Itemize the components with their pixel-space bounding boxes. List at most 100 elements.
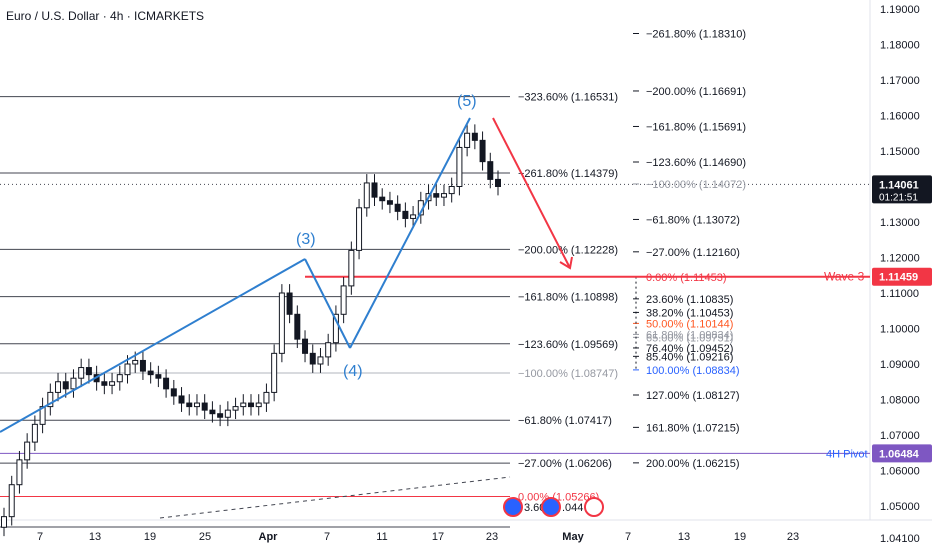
- candle-body: [278, 292, 285, 354]
- fib-level-label: −27.00% (1.12160): [646, 247, 740, 259]
- fib-level-label: 0.00% (1.11453): [646, 272, 727, 284]
- price-scale-bg[interactable]: [870, 0, 932, 520]
- current-price-value: 1.14061: [879, 179, 919, 191]
- price-tick-label: 1.07000: [880, 430, 920, 442]
- retracement-level-label: 127.00% (1.08127): [646, 390, 740, 402]
- price-tick-label: 1.19000: [880, 4, 920, 16]
- candle-body: [39, 406, 46, 425]
- dashed-trendline: [159, 476, 511, 519]
- candle-body: [340, 285, 347, 315]
- price-tick-label: 1.08000: [880, 395, 920, 407]
- retracement-level-label: 23.60% (1.10835): [646, 294, 733, 306]
- candle-body: [440, 193, 447, 198]
- candle-body: [356, 207, 363, 251]
- time-tick-label: May: [562, 531, 584, 543]
- wave-label-5: (5): [457, 93, 477, 110]
- time-tick-label: 23: [486, 531, 498, 543]
- candle-body: [116, 374, 123, 383]
- fib-level-label: −123.60% (1.09569): [518, 339, 618, 351]
- candle-body: [394, 203, 401, 212]
- retracement-level-label: 65.00% (1.09751): [646, 332, 733, 344]
- price-tick-label: 1.05000: [880, 501, 920, 513]
- candle-body: [294, 313, 301, 340]
- candle-body: [495, 178, 501, 187]
- candle-body: [55, 381, 62, 393]
- event-icon[interactable]: [503, 497, 523, 517]
- candle-body: [31, 423, 38, 443]
- fib-level-label: −161.80% (1.15691): [646, 121, 746, 133]
- candle-body: [85, 367, 92, 376]
- candle-body: [132, 359, 139, 365]
- candle-body: [178, 395, 185, 404]
- time-tick-label: 23: [787, 531, 799, 543]
- wave3-price-value: 1.11459: [879, 272, 918, 284]
- candle-body: [124, 363, 131, 376]
- candle-body: [487, 161, 494, 180]
- fib-level-label: −100.00% (1.08747): [518, 368, 618, 380]
- candle-body: [224, 409, 231, 418]
- candle-body: [379, 196, 386, 202]
- event-text: .044: [562, 502, 583, 514]
- fib-level-label: −100.00% (1.14072): [646, 179, 746, 191]
- candle-body: [201, 402, 208, 411]
- candle-body: [433, 193, 440, 198]
- candle-body: [193, 402, 200, 408]
- us-flag-icon[interactable]: [584, 497, 604, 517]
- candle-countdown: 01:21:51: [879, 192, 918, 203]
- candle-body: [101, 381, 108, 386]
- candlestick-series: [1, 124, 501, 537]
- candle-body: [217, 413, 224, 418]
- price-tick-label: 1.10000: [880, 324, 920, 336]
- wave-label-3: (3): [296, 231, 316, 248]
- chart-title: Euro / U.S. Dollar · 4h · ICMARKETS: [6, 9, 205, 23]
- retracement-level-label: 85.40% (1.09216): [646, 351, 733, 363]
- time-tick-label: 7: [324, 531, 330, 543]
- price-tick-label: 1.13000: [880, 217, 920, 229]
- time-tick-label: 13: [678, 531, 690, 543]
- time-tick-label: 13: [89, 531, 101, 543]
- candle-body: [479, 139, 486, 163]
- candle-body: [325, 342, 332, 358]
- time-tick-label: 7: [625, 531, 631, 543]
- candle-body: [263, 391, 270, 404]
- candle-body: [163, 377, 170, 390]
- candle-body: [471, 132, 478, 141]
- candle-body: [386, 200, 393, 205]
- candle-body: [332, 313, 339, 344]
- retracement-level-label: 200.00% (1.06215): [646, 458, 740, 470]
- candle-body: [410, 214, 417, 219]
- retracement-level-label: 50.00% (1.10144): [646, 318, 733, 330]
- candle-body: [371, 182, 378, 198]
- fib-level-label: −61.80% (1.07417): [518, 415, 612, 427]
- candle-body: [109, 381, 116, 386]
- retracement-level-label: 161.80% (1.07215): [646, 422, 740, 434]
- retracement-level-label: 61.80% (1.09834): [646, 329, 733, 341]
- candle-body: [155, 374, 162, 379]
- candle-body: [16, 459, 23, 486]
- wave-line: [0, 258, 306, 433]
- candle-body: [8, 484, 15, 518]
- event-icon[interactable]: [541, 497, 561, 517]
- time-tick-label: 11: [376, 531, 387, 543]
- fib-level-label: −123.60% (1.14690): [646, 157, 746, 169]
- candle-body: [170, 388, 177, 397]
- price-tick-label: 1.18000: [880, 40, 920, 52]
- candle-body: [317, 356, 324, 365]
- candle-body: [209, 409, 216, 415]
- pivot-price-value: 1.06484: [879, 448, 920, 460]
- retracement-level-label: 38.20% (1.10453): [646, 307, 733, 319]
- wave-label-4: (4): [343, 363, 363, 380]
- candle-body: [348, 249, 355, 287]
- wave3-label: Wave 3: [824, 270, 865, 284]
- pivot-label: 4H Pivot: [826, 448, 868, 460]
- candle-body: [402, 210, 409, 219]
- candle-body: [62, 381, 69, 390]
- retracement-level-label: 100.00% (1.08834): [646, 365, 740, 377]
- candle-body: [1, 516, 7, 528]
- price-tick-label: 1.16000: [880, 111, 920, 123]
- candle-body: [286, 292, 293, 315]
- time-tick-label: 19: [144, 531, 156, 543]
- candle-body: [271, 352, 278, 393]
- candle-body: [139, 359, 146, 372]
